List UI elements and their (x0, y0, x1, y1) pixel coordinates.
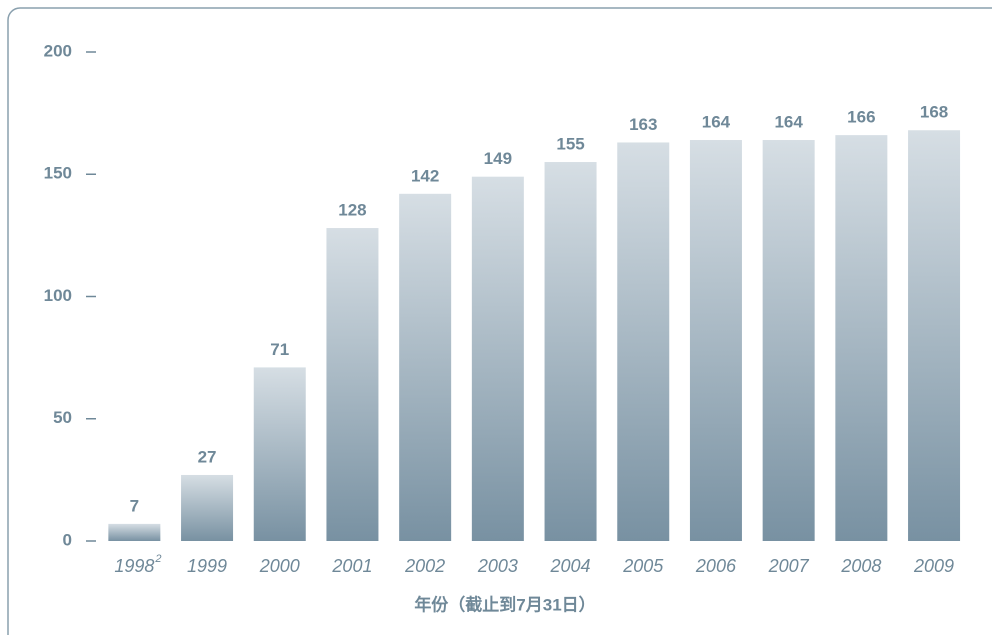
x-tick-label: 2005 (622, 556, 664, 576)
value-label: 142 (411, 166, 439, 185)
bar (762, 140, 815, 541)
bar (108, 523, 161, 541)
x-tick-label: 2008 (840, 556, 881, 576)
bar (689, 140, 742, 541)
value-label: 149 (484, 149, 512, 168)
value-label: 166 (847, 108, 875, 127)
y-tick-label: 200 (44, 41, 72, 60)
bar (544, 162, 597, 541)
x-tick-label: 2007 (768, 556, 810, 576)
value-label: 163 (629, 115, 657, 134)
x-tick-label: 2001 (331, 556, 372, 576)
y-tick-label: 50 (53, 408, 72, 427)
y-tick-label: 0 (63, 530, 72, 549)
value-label: 128 (338, 201, 366, 220)
x-tick-label: 2000 (259, 556, 300, 576)
frame (7, 7, 992, 635)
bar (253, 367, 306, 541)
bar (326, 228, 379, 542)
value-label: 71 (270, 340, 289, 359)
bar (471, 176, 524, 541)
bar (908, 130, 961, 542)
x-tick-label: 2003 (477, 556, 518, 576)
bar (617, 142, 670, 541)
value-label: 164 (702, 113, 731, 132)
x-tick-label: 1998 (114, 556, 154, 576)
x-tick-label: 2004 (550, 556, 591, 576)
bar (181, 474, 234, 541)
bar (835, 135, 888, 541)
x-tick-label: 1999 (187, 556, 227, 576)
x-axis-title: 年份（截止到7月31日） (414, 594, 595, 614)
y-tick-label: 150 (44, 164, 72, 183)
value-label: 27 (198, 447, 217, 466)
value-label: 168 (920, 103, 948, 122)
x-tick-label: 2006 (695, 556, 737, 576)
value-label: 7 (130, 496, 139, 515)
value-label: 155 (556, 135, 584, 154)
x-tick-label: 2002 (404, 556, 445, 576)
value-label: 164 (774, 113, 803, 132)
bar (399, 193, 452, 541)
footnote-mark: 2 (154, 553, 161, 565)
x-tick-label: 2009 (913, 556, 954, 576)
y-tick-label: 100 (44, 286, 72, 305)
